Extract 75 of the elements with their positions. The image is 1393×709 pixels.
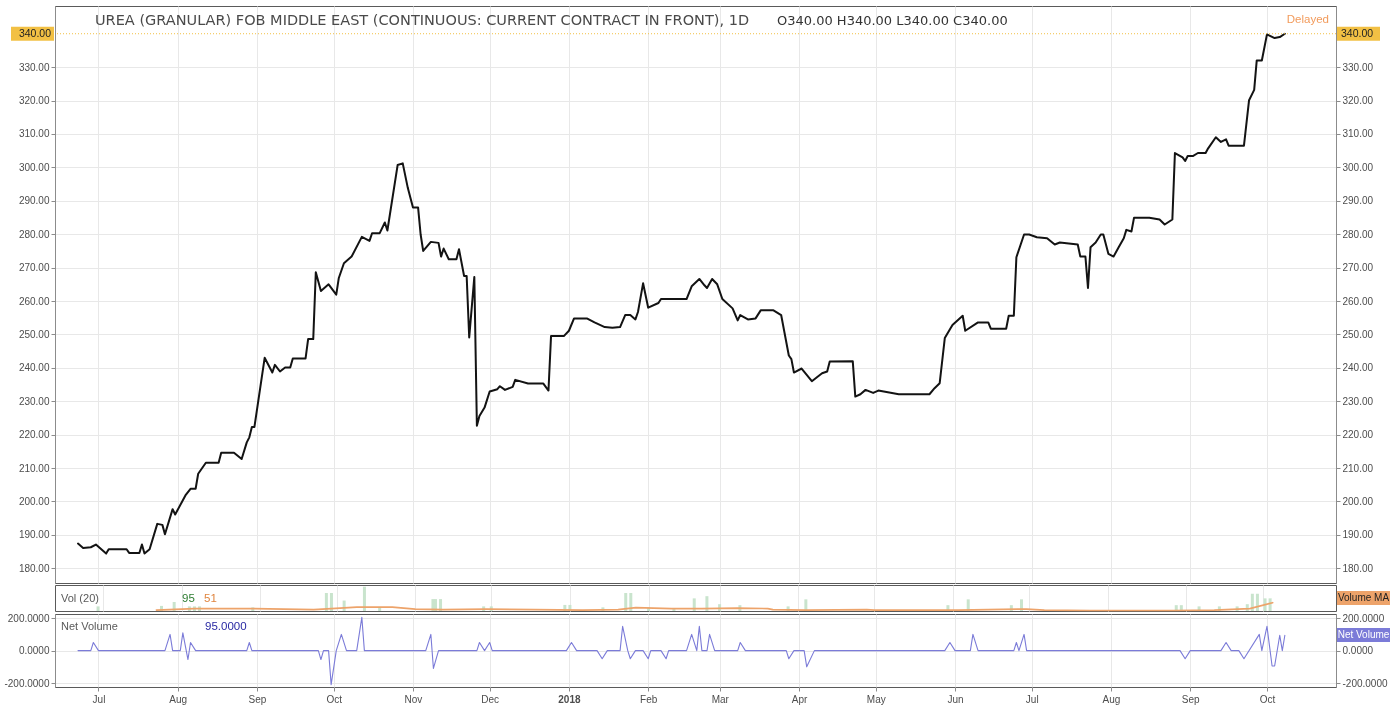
y-tick-label: 300.00: [18, 161, 50, 173]
y-tick-label: 260.00: [18, 295, 50, 307]
y2-tick-label: 210.00: [1342, 462, 1374, 474]
text: Vol (20): [61, 592, 99, 604]
text: Volume MA: [1337, 592, 1390, 603]
y-tick-label: 190.00: [18, 529, 50, 541]
y2-tick-label: 290.00: [1342, 195, 1374, 207]
x-tick-label: Aug: [169, 693, 188, 705]
bar: [705, 596, 709, 611]
x-tick-label: Jun: [947, 693, 964, 705]
y-tick-label: 310.00: [18, 128, 50, 140]
x-tick-label: Mar: [711, 693, 730, 705]
x-tick-label: Sep: [248, 693, 267, 705]
text: O340.00 H340.00 L340.00 C340.00: [777, 13, 1008, 28]
y-tick-label: 200.00: [18, 495, 50, 507]
x-tick-label: Oct: [326, 693, 343, 705]
annotation: 95.0000: [205, 620, 247, 632]
y-tick-label: -200.0000: [4, 677, 50, 689]
y2-tick-label: 310.00: [1342, 128, 1374, 140]
y2-tick-label: 200.0000: [1342, 612, 1385, 624]
y-tick-label: 230.00: [18, 395, 50, 407]
x-tick-label: Nov: [404, 693, 423, 705]
y-tick-label: 330.00: [18, 61, 50, 73]
y2-tick-label: 270.00: [1342, 262, 1374, 274]
x-tick-label: Feb: [640, 693, 658, 705]
bar: [329, 593, 333, 611]
chart-title: UREA (GRANULAR) FOB MIDDLE EAST (CONTINUOUS: CURRENT CONTRACT IN FRONT), 1D: [95, 12, 750, 28]
y2-tick-label: 230.00: [1342, 395, 1374, 407]
y2-tick-label: 320.00: [1342, 95, 1374, 107]
y2-tick-label: 180.00: [1342, 562, 1374, 574]
y-tick-label: 280.00: [18, 228, 50, 240]
y2-tick-label: 0.0000: [1342, 645, 1374, 657]
x-tick-label: Apr: [791, 693, 808, 705]
y-tick-label: 220.00: [18, 429, 50, 441]
text: Net Volume: [1337, 629, 1390, 640]
line-series: [77, 616, 1286, 686]
y2-tick-label: 240.00: [1342, 362, 1374, 374]
y2-tick-label: 220.00: [1342, 429, 1374, 441]
y-tick-label: 180.00: [18, 562, 50, 574]
bar: [439, 599, 443, 611]
bar: [362, 586, 366, 611]
x-tick-label: Sep: [1181, 693, 1201, 705]
annotation: 51: [204, 592, 217, 604]
y-tick-label: 290.00: [18, 195, 50, 207]
y-tick-label: 0.0000: [18, 645, 50, 657]
y-tick-label: 210.00: [18, 462, 50, 474]
x-tick-label: May: [866, 693, 886, 705]
x-tick-label: Dec: [481, 693, 500, 705]
y-tick-label: 320.00: [18, 95, 50, 107]
y2-tick-label: 330.00: [1342, 61, 1374, 73]
y2-tick-label: -200.0000: [1342, 677, 1388, 689]
bar: [96, 606, 100, 611]
x-tick-label: Jul: [1025, 693, 1039, 705]
annotation: 95: [182, 592, 195, 604]
text: 340.00: [1341, 26, 1374, 39]
y-tick-label: 270.00: [18, 262, 50, 274]
y-tick-label: 200.0000: [7, 612, 50, 624]
y2-tick-label: 200.00: [1342, 495, 1374, 507]
line-series: [77, 32, 1286, 555]
y-tick-label: 240.00: [18, 362, 50, 374]
text: Net Volume: [61, 620, 118, 632]
ref-line-label: 340.00: [18, 26, 52, 39]
annotation: Delayed: [1286, 13, 1329, 25]
y-tick-label: 250.00: [18, 328, 50, 340]
y2-tick-label: 300.00: [1342, 161, 1374, 173]
x-tick-label: Oct: [1259, 693, 1276, 705]
x-tick-label: 2018: [558, 693, 581, 705]
y2-tick-label: 260.00: [1342, 295, 1374, 307]
y2-tick-label: 190.00: [1342, 529, 1374, 541]
y2-tick-label: 250.00: [1342, 328, 1374, 340]
bar: [624, 593, 628, 611]
bar: [692, 598, 696, 611]
x-tick-label: Aug: [1102, 693, 1121, 705]
y2-tick-label: 280.00: [1342, 228, 1374, 240]
x-tick-label: Jul: [92, 693, 106, 705]
